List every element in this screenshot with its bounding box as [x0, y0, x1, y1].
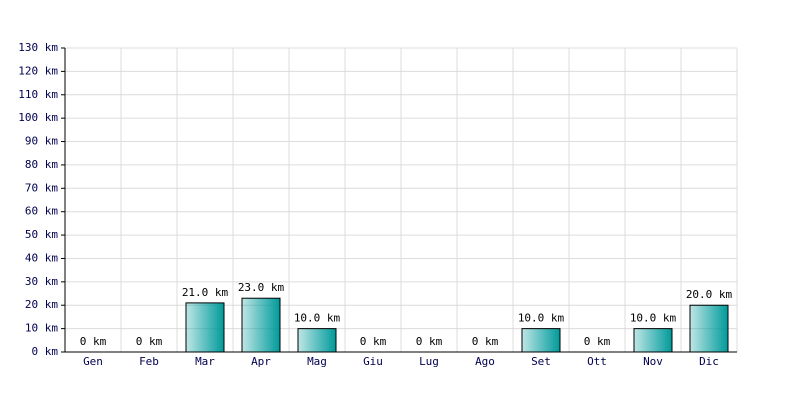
value-label: 0 km	[584, 335, 611, 348]
value-label: 20.0 km	[686, 288, 733, 301]
bar	[297, 328, 337, 353]
value-label: 0 km	[416, 335, 443, 348]
x-tick-label: Feb	[139, 355, 159, 368]
bar	[185, 302, 225, 353]
y-tick-label: 80 km	[25, 158, 58, 171]
value-label: 23.0 km	[238, 281, 285, 294]
bar	[521, 328, 561, 353]
x-tick-label: Mag	[307, 355, 327, 368]
bar	[633, 328, 673, 353]
value-label: 0 km	[472, 335, 499, 348]
x-tick-label: Ott	[587, 355, 607, 368]
value-label: 10.0 km	[518, 312, 565, 325]
x-tick-label: Ago	[475, 355, 495, 368]
y-tick-label: 40 km	[25, 251, 58, 264]
x-tick-label: Dic	[699, 355, 719, 368]
y-tick-label: 50 km	[25, 228, 58, 241]
value-label: 0 km	[80, 335, 107, 348]
x-tick-label: Lug	[419, 355, 439, 368]
value-label: 10.0 km	[294, 312, 341, 325]
y-tick-label: 120 km	[18, 64, 58, 77]
x-tick-label: Giu	[363, 355, 383, 368]
value-label: 0 km	[136, 335, 163, 348]
y-tick-label: 70 km	[25, 181, 58, 194]
x-tick-label: Nov	[643, 355, 663, 368]
x-tick-label: Mar	[195, 355, 215, 368]
value-label: 0 km	[360, 335, 387, 348]
x-tick-label: Set	[531, 355, 551, 368]
y-tick-label: 90 km	[25, 135, 58, 148]
bar	[241, 297, 281, 353]
y-tick-label: 110 km	[18, 88, 58, 101]
value-label: 10.0 km	[630, 312, 677, 325]
y-tick-label: 100 km	[18, 111, 58, 124]
y-tick-label: 0 km	[32, 345, 59, 358]
bar	[689, 304, 729, 353]
x-tick-label: Apr	[251, 355, 271, 368]
x-tick-label: Gen	[83, 355, 103, 368]
y-tick-label: 20 km	[25, 298, 58, 311]
y-tick-label: 30 km	[25, 275, 58, 288]
y-tick-label: 60 km	[25, 205, 58, 218]
y-tick-label: 10 km	[25, 322, 58, 335]
y-tick-label: 130 km	[18, 41, 58, 54]
value-label: 21.0 km	[182, 286, 229, 299]
